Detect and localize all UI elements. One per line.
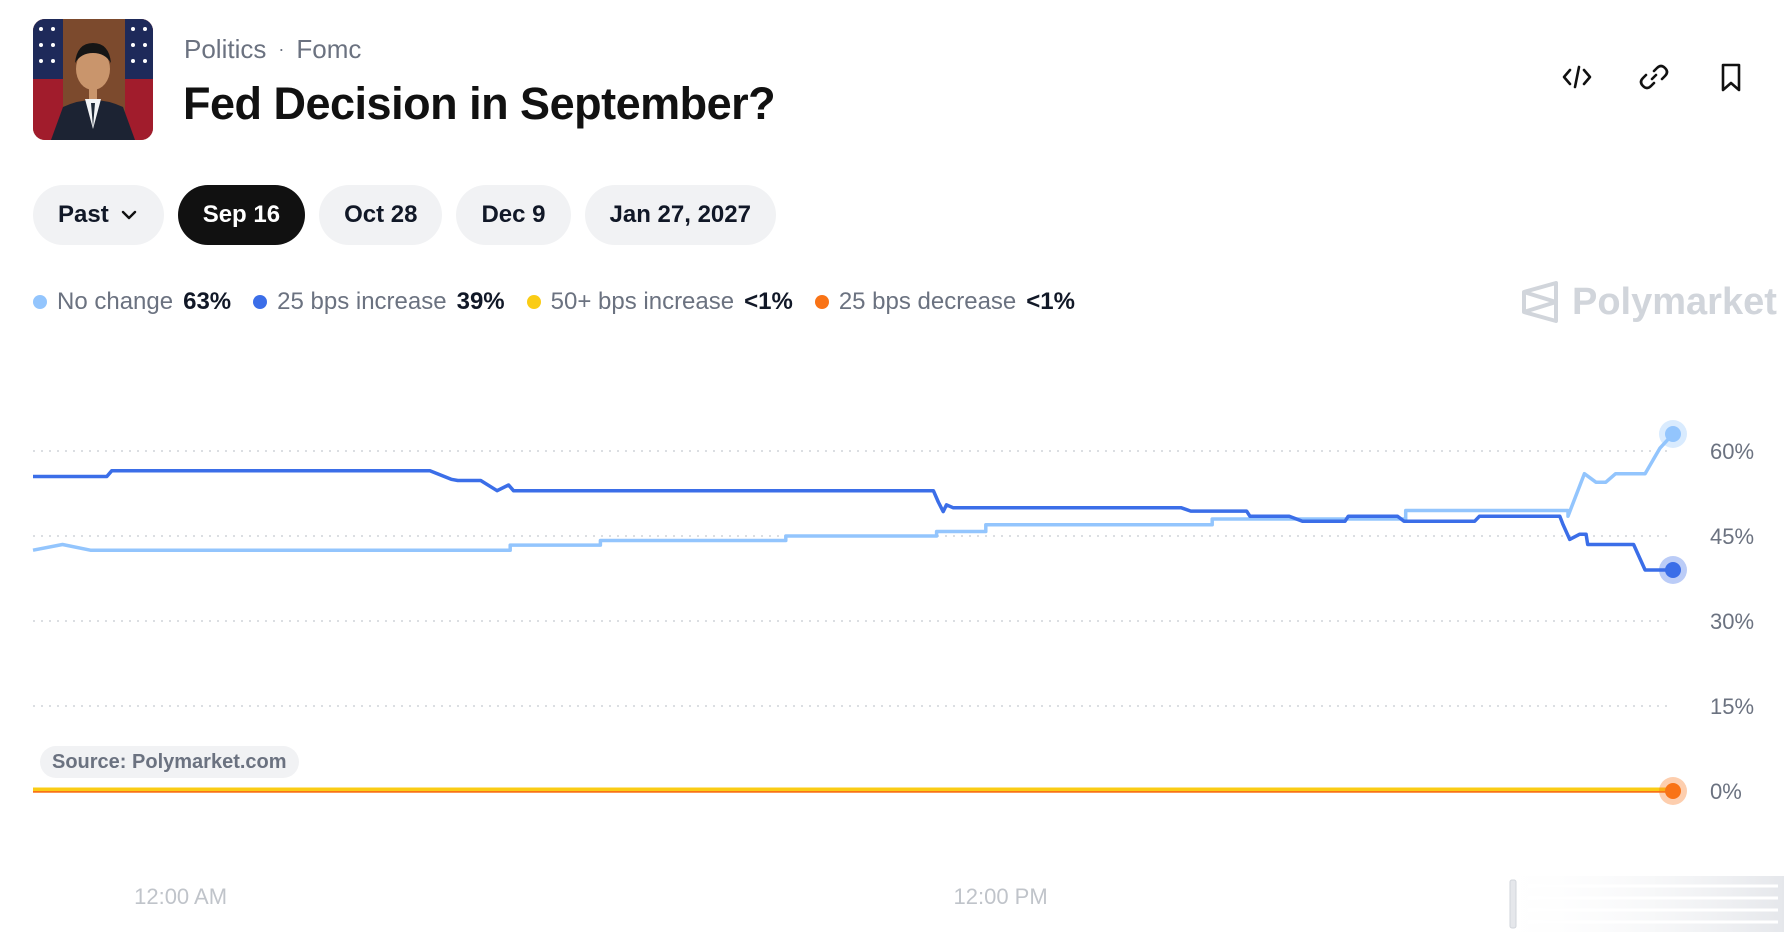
page-title: Fed Decision in September? — [183, 78, 776, 129]
breadcrumb: Politics · Fomc — [184, 34, 361, 65]
legend-value: 39% — [456, 288, 505, 315]
end-marker-no-change — [1665, 426, 1681, 442]
legend-item-no-change: No change 63% — [33, 288, 231, 316]
date-pill-oct-28[interactable]: Oct 28 — [319, 185, 443, 245]
polymarket-watermark: Polymarket — [1520, 280, 1777, 324]
legend-item-50-bps-increase: 50+ bps increase <1% — [526, 288, 793, 316]
y-tick-label: 0% — [1710, 779, 1742, 804]
watermark-text: Polymarket — [1572, 280, 1777, 323]
date-pills: Past Sep 16 Oct 28 Dec 9 Jan 27, 2027 — [33, 185, 776, 245]
legend-label: No change — [57, 288, 174, 315]
y-tick-label: 15% — [1710, 694, 1754, 719]
y-tick-label: 45% — [1710, 524, 1754, 549]
series-line-no-change — [32, 432, 1675, 552]
legend-swatch — [526, 295, 541, 309]
chart-range-handle[interactable] — [1488, 876, 1784, 932]
end-marker-25-bps-increase — [1665, 562, 1681, 578]
embed-icon — [1562, 65, 1592, 89]
source-badge: Source: Polymarket.com — [40, 746, 299, 778]
y-tick-label: 60% — [1710, 439, 1754, 464]
header-actions — [1560, 60, 1748, 94]
date-pill-dec-9[interactable]: Dec 9 — [456, 185, 571, 245]
legend-value: <1% — [744, 288, 793, 315]
legend-label: 50+ bps increase — [550, 288, 735, 315]
date-pill-jan-27-2027[interactable]: Jan 27, 2027 — [584, 185, 776, 245]
bookmark-button[interactable] — [1714, 60, 1748, 94]
past-dropdown[interactable]: Past — [33, 185, 164, 245]
legend-label: 25 bps decrease — [838, 288, 1017, 315]
embed-button[interactable] — [1560, 60, 1594, 94]
legend-swatch — [814, 295, 829, 309]
chevron-down-icon — [121, 210, 136, 220]
x-tick-label: 12:00 PM — [954, 884, 1048, 909]
past-label: Past — [58, 201, 109, 228]
legend-value: <1% — [1026, 288, 1075, 315]
series-line-25-bps-increase — [33, 469, 1673, 572]
polymarket-logo-icon — [1522, 281, 1558, 323]
legend-value: 63% — [183, 288, 232, 315]
legend-item-25-bps-decrease: 25 bps decrease <1% — [814, 288, 1075, 316]
x-tick-label: 12:00 AM — [134, 884, 227, 909]
legend-item-25-bps-increase: 25 bps increase 39% — [253, 288, 505, 316]
date-pill-sep-16[interactable]: Sep 16 — [177, 185, 306, 245]
end-marker-25-bps-decrease — [1665, 783, 1681, 799]
breadcrumb-fomc[interactable]: Fomc — [296, 34, 362, 64]
legend-swatch — [253, 295, 268, 309]
legend-swatch — [33, 295, 47, 309]
y-tick-label: 30% — [1710, 609, 1754, 634]
breadcrumb-separator: · — [278, 39, 285, 59]
link-icon — [1639, 64, 1669, 90]
chart-legend: No change 63% 25 bps increase 39% 50+ bp… — [33, 288, 1075, 316]
market-thumbnail — [33, 19, 153, 140]
breadcrumb-politics[interactable]: Politics — [184, 34, 267, 64]
bookmark-icon — [1721, 63, 1741, 92]
copy-link-button[interactable] — [1637, 60, 1671, 94]
legend-label: 25 bps increase — [277, 288, 447, 315]
